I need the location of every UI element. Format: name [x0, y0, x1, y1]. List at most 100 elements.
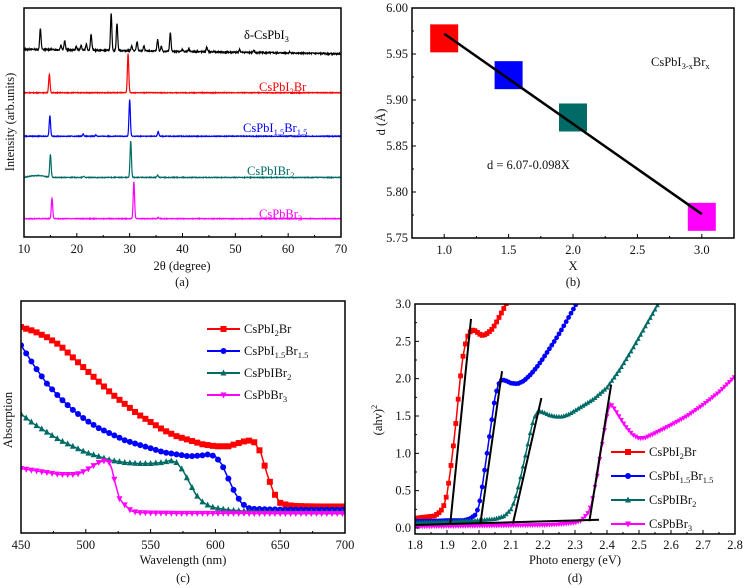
- data-point: [199, 510, 206, 517]
- data-point: [80, 364, 87, 371]
- data-point: [318, 511, 325, 518]
- data-point: [715, 391, 720, 397]
- legend-item: CsPbIBr2: [207, 366, 291, 382]
- x-tick-label: 1.8: [407, 538, 423, 552]
- data-point: [573, 304, 579, 308]
- data-point: [49, 386, 56, 393]
- data-point: [671, 421, 677, 427]
- series-CsPbIBr2: [415, 304, 660, 525]
- data-point: [157, 459, 164, 466]
- data-point: [479, 484, 485, 490]
- data-point: [568, 410, 574, 416]
- data-point: [28, 327, 35, 334]
- data-point: [194, 492, 201, 499]
- data-point: [33, 329, 40, 336]
- data-point: [199, 452, 206, 459]
- data-point: [85, 368, 92, 375]
- data-point: [137, 412, 144, 419]
- data-point: [54, 340, 61, 347]
- x-tick-label: 2.8: [727, 538, 743, 552]
- data-point: [686, 412, 691, 418]
- data-point: [152, 446, 159, 453]
- data-point: [609, 378, 615, 383]
- data-point: [573, 407, 579, 413]
- data-point: [199, 441, 206, 448]
- data-point: [688, 411, 694, 417]
- y-tick-label: 3.0: [395, 297, 411, 311]
- label-sub: 2: [680, 451, 684, 461]
- data-point: [674, 419, 679, 425]
- data-point: [455, 396, 461, 402]
- data-point: [539, 357, 545, 363]
- data-point: [626, 428, 631, 433]
- data-point: [137, 459, 144, 466]
- data-point: [583, 401, 588, 407]
- data-point: [90, 451, 97, 458]
- data-point: [611, 374, 617, 380]
- data-point: [633, 434, 639, 440]
- data-point: [631, 344, 636, 350]
- data-point: [659, 427, 665, 433]
- panel-label: (b): [566, 275, 581, 289]
- label-main: CsPbBr: [649, 517, 689, 531]
- data-point: [168, 457, 175, 464]
- annotation-sub1: 3-x: [682, 61, 694, 71]
- label-main: CsPbI: [244, 322, 275, 336]
- data-point: [251, 510, 258, 517]
- data-point: [479, 332, 485, 338]
- data-point: [261, 510, 268, 517]
- data-point: [508, 506, 514, 512]
- data-point: [85, 418, 92, 425]
- x-tick-label: 20: [71, 242, 84, 256]
- data-point: [256, 510, 263, 517]
- data-point: [707, 397, 713, 402]
- x-tick-label: 2.3: [567, 538, 583, 552]
- series-line-CsPbIBr2: [24, 140, 341, 180]
- legend-label: CsPbIBr2: [244, 366, 291, 382]
- data-point: [43, 380, 50, 387]
- legend-item: CsPbIBr2: [611, 493, 696, 509]
- data-point: [23, 350, 30, 357]
- series-labels: δ-CsPbI3CsPbI2BrCsPbI1.5Br1.5CsPbIBr2CsP…: [243, 28, 307, 223]
- data-point: [69, 354, 76, 361]
- data-point: [458, 373, 463, 379]
- data-point: [585, 399, 591, 405]
- legend-item: CsPbBr3: [611, 517, 692, 533]
- data-point: [23, 466, 30, 473]
- annotation-mid: Br: [693, 55, 706, 69]
- data-point: [214, 504, 221, 511]
- series-CsPbI2Br: [415, 304, 509, 521]
- data-point: [329, 511, 336, 518]
- x-tick-label: 2.0: [565, 243, 581, 257]
- data-point: [614, 410, 619, 416]
- data-point: [503, 304, 509, 307]
- data-point: [225, 443, 232, 450]
- data-point: [142, 459, 149, 466]
- y-tick-label: 6.00: [386, 1, 408, 15]
- y-axis-label-sup: 2: [369, 405, 379, 409]
- data-point: [106, 459, 113, 466]
- data-point: [277, 499, 284, 506]
- data-point: [676, 418, 682, 424]
- data-point: [194, 439, 201, 446]
- data-point: [59, 472, 66, 479]
- x-tick-label: 70: [335, 242, 348, 256]
- data-point: [575, 405, 581, 411]
- data-point: [142, 443, 149, 450]
- data-point: [116, 434, 123, 441]
- x-tick-label: 2.6: [663, 538, 679, 552]
- legend-label: CsPbBr3: [649, 517, 692, 533]
- data-point: [633, 340, 639, 346]
- data-point: [523, 452, 528, 458]
- data-point: [111, 392, 118, 399]
- y-axis-label: Absorption: [1, 391, 15, 448]
- data-point: [38, 425, 45, 432]
- data-point: [652, 306, 658, 312]
- x-tick-label: 450: [12, 538, 31, 552]
- data-point: [54, 435, 61, 442]
- data-point: [106, 429, 113, 436]
- data-point: [189, 453, 196, 460]
- data-point: [85, 466, 92, 473]
- data-point: [49, 431, 56, 438]
- data-point: [292, 511, 299, 518]
